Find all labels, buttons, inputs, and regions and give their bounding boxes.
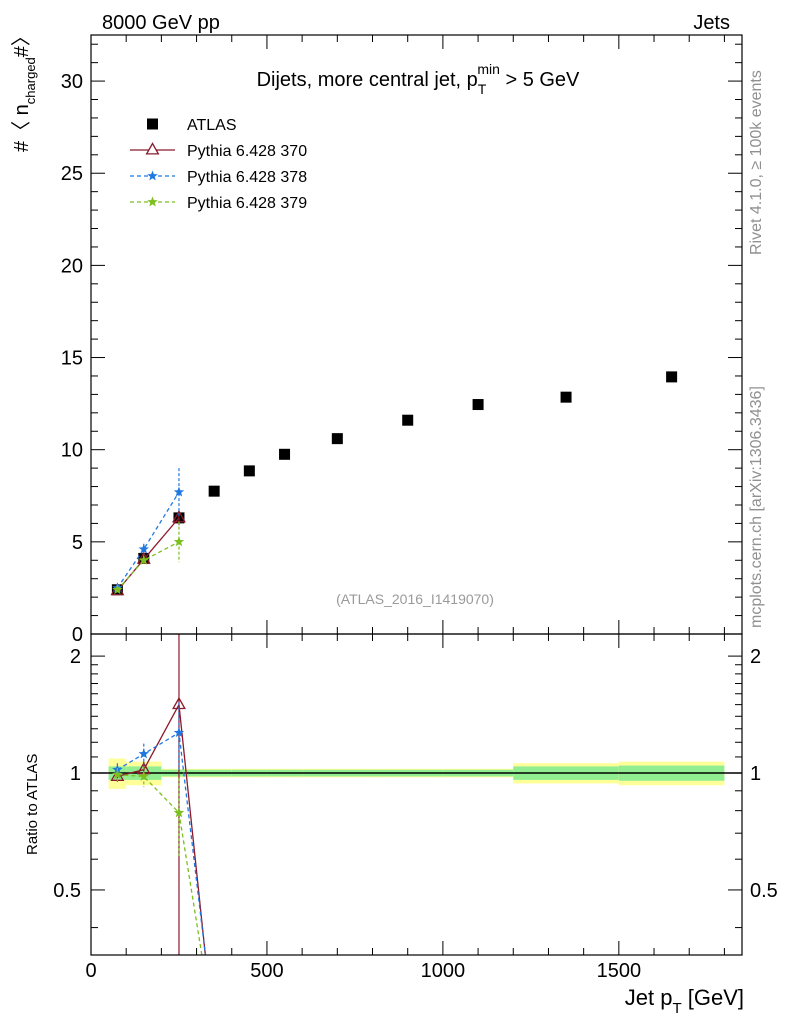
ratio-y-tick-label-right: 0.5	[750, 880, 778, 902]
ratio-series-pythia-6-428-378	[112, 702, 207, 956]
ratio-marks	[110, 634, 207, 956]
x-tick-label: 0	[85, 960, 96, 982]
legend-label: ATLAS	[187, 117, 237, 134]
atlas-data-point	[666, 371, 678, 383]
ratio-series-pythia-6-428-379	[112, 766, 203, 956]
ratio-axes: 0.5 0.5 1 1 2 2 0 500 1000 1500	[53, 634, 778, 982]
atlas-data-point	[279, 448, 291, 460]
title-sub: T	[478, 81, 487, 97]
series-pythia-6-428-370	[110, 510, 186, 596]
main-title: Dijets, more central jet, pTmin > 5 GeV	[257, 61, 580, 97]
ratio-y-tick-label: 1	[70, 763, 81, 785]
y-tick-label: 25	[61, 163, 83, 185]
legend-label: Pythia 6.428 378	[187, 169, 307, 186]
legend-item-pythia-6-428-379: Pythia 6.428 379	[130, 195, 307, 212]
title-sup: min	[477, 61, 500, 77]
ratio-line	[117, 702, 207, 956]
series-pythia-6-428-378	[112, 468, 185, 593]
legend-marker	[145, 142, 160, 155]
star-marker	[173, 486, 185, 497]
y-tick-label: 20	[61, 255, 83, 277]
legend-item-pythia-6-428-370: Pythia 6.428 370	[130, 142, 307, 160]
ratio-line	[117, 774, 203, 956]
main-marks	[110, 371, 678, 596]
ratio-bands	[91, 758, 742, 789]
legend-item-pythia-6-428-378: Pythia 6.428 378	[130, 169, 307, 186]
series-line	[116, 541, 180, 591]
atlas-data-point	[331, 433, 343, 445]
series-pythia-6-428-379	[112, 521, 185, 595]
legend-item-atlas: ATLAS	[147, 117, 237, 134]
x-tick-label: 1500	[597, 960, 642, 982]
ratio-star-marker	[138, 748, 150, 759]
star-marker	[138, 554, 150, 565]
legend-label: Pythia 6.428 379	[187, 195, 307, 212]
xlabel-prefix: Jet p	[625, 985, 673, 1010]
x-tick-label: 500	[250, 960, 283, 982]
legend-label: Pythia 6.428 370	[187, 143, 307, 160]
main-y-label: #〈 ncharged#〉	[11, 26, 38, 152]
series-line	[116, 517, 180, 592]
y-tick-label: 10	[61, 440, 83, 462]
ratio-frame	[90, 633, 743, 956]
ratio-star-marker	[173, 807, 185, 818]
atlas-data-point	[560, 391, 572, 403]
x-tick-label: 1000	[421, 960, 466, 982]
ratio-star-marker	[138, 770, 150, 781]
main-panel: 0 5 10 15 20 25 30 Dijets, more central jet, p…	[11, 26, 743, 646]
mcplots-label: mcplots.cern.ch [arXiv:1306.3436]	[748, 386, 765, 628]
analysis-label: (ATLAS_2016_I1419070)	[336, 591, 494, 607]
atlas-data-point	[472, 399, 484, 411]
ratio-series-pythia-6-428-370	[110, 634, 207, 956]
ratio-y-tick-label: 0.5	[53, 880, 81, 902]
y-tick-label: 5	[72, 532, 83, 554]
series-atlas	[111, 371, 678, 596]
ylabel-suffix: #〉	[11, 26, 33, 57]
legend-marker	[147, 118, 158, 130]
ylabel-prefix: #〈 n	[11, 104, 33, 152]
title-suffix: > 5 GeV	[500, 69, 580, 91]
ratio-line	[117, 731, 207, 956]
atlas-data-point	[402, 414, 414, 426]
x-axis-label: Jet pT [GeV]	[625, 985, 744, 1017]
xlabel-sub: T	[672, 1000, 681, 1017]
legend: ATLAS Pythia 6.428 370 Pythia 6.428 378 Pyt…	[130, 117, 307, 212]
star-marker	[138, 543, 150, 554]
y-tick-label: 30	[61, 71, 83, 93]
title-prefix: Dijets, more central jet, p	[257, 69, 478, 91]
rivet-version-label: Rivet 4.1.0, ≥ 100k events	[748, 70, 765, 255]
ratio-star-marker	[112, 769, 123, 780]
ratio-y-tick-label: 2	[70, 646, 81, 668]
series-line	[116, 491, 180, 589]
legend-marker	[147, 170, 158, 181]
atlas-data-point	[208, 485, 220, 497]
legend-marker	[147, 196, 158, 207]
ratio-y-tick-label-right: 1	[750, 763, 761, 785]
star-marker	[173, 536, 185, 547]
star-marker	[112, 584, 123, 595]
header-left: 8000 GeV pp	[102, 12, 220, 34]
main-axes: 0 5 10 15 20 25 30	[61, 35, 742, 646]
ratio-y-label: Ratio to ATLAS	[24, 754, 41, 855]
y-tick-label: 15	[61, 348, 83, 370]
y-tick-label: 0	[72, 624, 83, 646]
xlabel-suffix: [GeV]	[682, 985, 744, 1010]
ratio-y-tick-label-right: 2	[750, 646, 761, 668]
ratio-panel: 0.5 0.5 1 1 2 2 0 500 1000 1500 Ratio to ATLAS Je…	[24, 633, 778, 1017]
header-right: Jets	[693, 12, 730, 34]
ylabel-sub: charged	[23, 57, 38, 104]
ratio-star-marker	[173, 727, 185, 738]
atlas-data-point	[243, 465, 255, 477]
